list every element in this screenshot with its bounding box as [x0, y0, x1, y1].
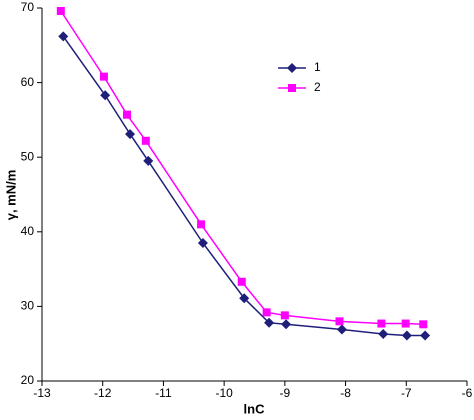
- legend-label: 1: [314, 60, 321, 74]
- y-tick-label: 70: [21, 0, 35, 14]
- x-tick-label: -10: [215, 386, 233, 400]
- x-axis-label: lnC: [244, 401, 266, 416]
- data-point: [197, 220, 206, 229]
- data-point: [141, 136, 150, 145]
- data-point: [237, 277, 246, 286]
- data-point: [420, 330, 431, 341]
- x-tick-label: -11: [155, 386, 172, 400]
- data-point: [197, 237, 208, 248]
- y-axis-label: γ, mN/m: [3, 170, 18, 221]
- legend-label: 2: [314, 80, 321, 94]
- x-tick-label: -8: [340, 386, 351, 400]
- data-point: [58, 31, 69, 42]
- y-tick-label: 20: [21, 373, 35, 387]
- y-tick-label: 50: [21, 149, 35, 163]
- x-tick-label: -13: [33, 386, 51, 400]
- y-tick-label: 30: [21, 299, 35, 313]
- legend-marker: [287, 63, 297, 73]
- data-point: [262, 308, 271, 317]
- x-tick-label: -12: [94, 386, 112, 400]
- data-point: [123, 110, 131, 119]
- data-point: [336, 324, 347, 335]
- data-point: [419, 320, 428, 329]
- legend-marker: [288, 84, 296, 92]
- x-tick-label: -7: [401, 386, 412, 400]
- data-point: [143, 155, 154, 166]
- data-point: [401, 319, 410, 328]
- data-point: [281, 319, 292, 330]
- data-point: [335, 317, 344, 326]
- y-tick-label: 40: [21, 224, 35, 238]
- x-tick-label: -9: [280, 386, 291, 400]
- data-point: [56, 6, 65, 15]
- data-point: [239, 293, 250, 304]
- data-point: [99, 72, 108, 81]
- data-point: [377, 319, 386, 328]
- data-point: [378, 329, 389, 340]
- data-point: [100, 90, 111, 101]
- data-point: [280, 311, 289, 320]
- y-tick-label: 60: [21, 75, 35, 89]
- series-line: [62, 35, 426, 337]
- series-line: [60, 10, 424, 326]
- data-point: [264, 317, 275, 328]
- x-tick-label: -6: [462, 386, 473, 400]
- data-point: [125, 129, 136, 140]
- data-point: [401, 330, 412, 341]
